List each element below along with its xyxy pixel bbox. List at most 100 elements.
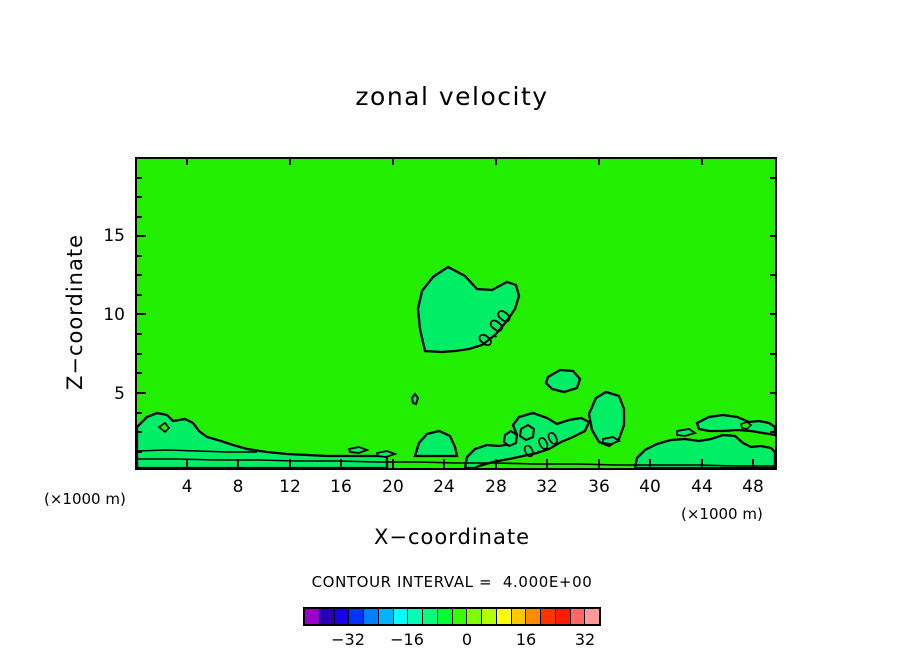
- x-tick-label: 20: [382, 477, 404, 497]
- colorbar-swatch: [437, 609, 453, 624]
- top-tick: [392, 157, 394, 165]
- colorbar-swatch: [467, 609, 482, 624]
- y-tick-right: [770, 274, 775, 276]
- contour-ridge-right: [695, 413, 775, 437]
- x-tick-label: 28: [485, 477, 507, 497]
- colorbar-tick-label: 0: [461, 630, 473, 649]
- colorbar[interactable]: [303, 607, 601, 626]
- contour-plot-area: 0.00 0.00: [135, 157, 777, 470]
- contour-blob-bottom-right: [633, 433, 775, 468]
- colorbar-swatch: [423, 609, 438, 624]
- x-tick-label: 16: [330, 477, 352, 497]
- y-axis-unit-note: (×1000 m): [44, 490, 126, 508]
- x-tick-label: 40: [639, 477, 661, 497]
- x-tick-major: [598, 459, 600, 470]
- x-tick-label: 48: [742, 477, 764, 497]
- colorbar-swatch: [585, 609, 599, 624]
- top-tick: [186, 157, 188, 165]
- y-tick-label: 10: [103, 305, 125, 325]
- y-tick-minor: [135, 431, 142, 433]
- y-tick-right: [770, 353, 775, 355]
- colorbar-swatch: [364, 609, 379, 624]
- x-tick-major: [289, 459, 291, 470]
- contour-lines-lower: [137, 449, 775, 467]
- y-axis-title: Z−coordinate: [63, 234, 87, 390]
- colorbar-swatch: [319, 609, 335, 624]
- y-tick-major: [135, 235, 146, 237]
- colorbar-tick-label: −16: [390, 630, 424, 649]
- colorbar-swatch: [496, 609, 512, 624]
- y-tick-minor: [135, 412, 142, 414]
- contour-field: 0.00 0.00: [137, 159, 775, 468]
- colorbar-tick-label: 32: [574, 630, 596, 649]
- y-tick-right: [770, 313, 777, 315]
- colorbar-swatch: [349, 609, 364, 624]
- top-tick: [598, 157, 600, 165]
- colorbar-swatch: [334, 609, 350, 624]
- contour-speck-c: [602, 436, 621, 445]
- y-tick-minor: [135, 274, 142, 276]
- contour-hole-right: [740, 421, 753, 430]
- contour-blob-oval-a: [544, 368, 582, 394]
- x-tick-label: 36: [588, 477, 610, 497]
- y-tick-minor: [135, 255, 142, 257]
- x-tick-major: [392, 459, 394, 470]
- x-tick-label: 12: [279, 477, 301, 497]
- contour-oval-label-b: [518, 423, 536, 442]
- y-tick-right: [770, 177, 775, 179]
- x-tick-label: 4: [181, 477, 193, 497]
- x-tick-major: [495, 459, 497, 470]
- colorbar-swatch: [555, 609, 571, 624]
- x-tick-label: 32: [536, 477, 558, 497]
- x-tick-major: [752, 459, 754, 470]
- y-tick-minor: [135, 372, 142, 374]
- y-tick-minor: [135, 177, 142, 179]
- y-tick-minor: [135, 216, 142, 218]
- contour-interval-caption: CONTOUR INTERVAL = 4.000E+00: [311, 573, 593, 591]
- colorbar-swatch: [511, 609, 527, 624]
- contour-oval-label-a: [502, 429, 519, 448]
- x-tick-major: [186, 459, 188, 470]
- colorbar-swatch: [305, 609, 320, 624]
- x-tick-major: [237, 459, 239, 470]
- x-tick-major: [649, 459, 651, 470]
- colorbar-tick-label: 16: [515, 630, 537, 649]
- colorbar-swatch: [393, 609, 409, 624]
- y-tick-major: [135, 313, 146, 315]
- contour-speck-a: [347, 446, 370, 454]
- x-tick-major: [340, 459, 342, 470]
- x-axis-title: X−coordinate: [374, 525, 530, 549]
- y-tick-right: [770, 431, 775, 433]
- y-tick-minor: [135, 196, 142, 198]
- x-tick-label: 8: [232, 477, 244, 497]
- colorbar-swatch: [482, 609, 497, 624]
- top-tick: [289, 157, 291, 165]
- x-tick-label: 24: [433, 477, 455, 497]
- contour-blob-main: [416, 265, 521, 354]
- contour-blob-bottom-arch: [413, 429, 459, 458]
- colorbar-swatch: [541, 609, 556, 624]
- colorbar-tick-label: −32: [331, 630, 365, 649]
- y-tick-right: [770, 235, 777, 237]
- page-title: zonal velocity: [355, 82, 549, 111]
- x-tick-major: [546, 459, 548, 470]
- x-tick-major: [701, 459, 703, 470]
- contour-blob-bottom-left: [137, 411, 389, 468]
- colorbar-swatch: [570, 609, 586, 624]
- y-tick-minor: [135, 451, 142, 453]
- y-tick-label: 15: [103, 226, 125, 246]
- y-tick-minor: [135, 353, 142, 355]
- contour-band-positive: [137, 265, 775, 468]
- x-tick-label: 44: [691, 477, 713, 497]
- contour-hole-left: [157, 421, 171, 434]
- contour-speck-b: [375, 450, 398, 458]
- top-tick: [495, 157, 497, 165]
- x-axis-unit-note: (×1000 m): [681, 505, 763, 523]
- y-tick-major: [135, 392, 146, 394]
- colorbar-swatch: [452, 609, 468, 624]
- y-tick-minor: [135, 294, 142, 296]
- y-tick-label: 5: [114, 384, 125, 404]
- colorbar-swatch: [408, 609, 423, 624]
- contour-blob-dot: [410, 392, 420, 406]
